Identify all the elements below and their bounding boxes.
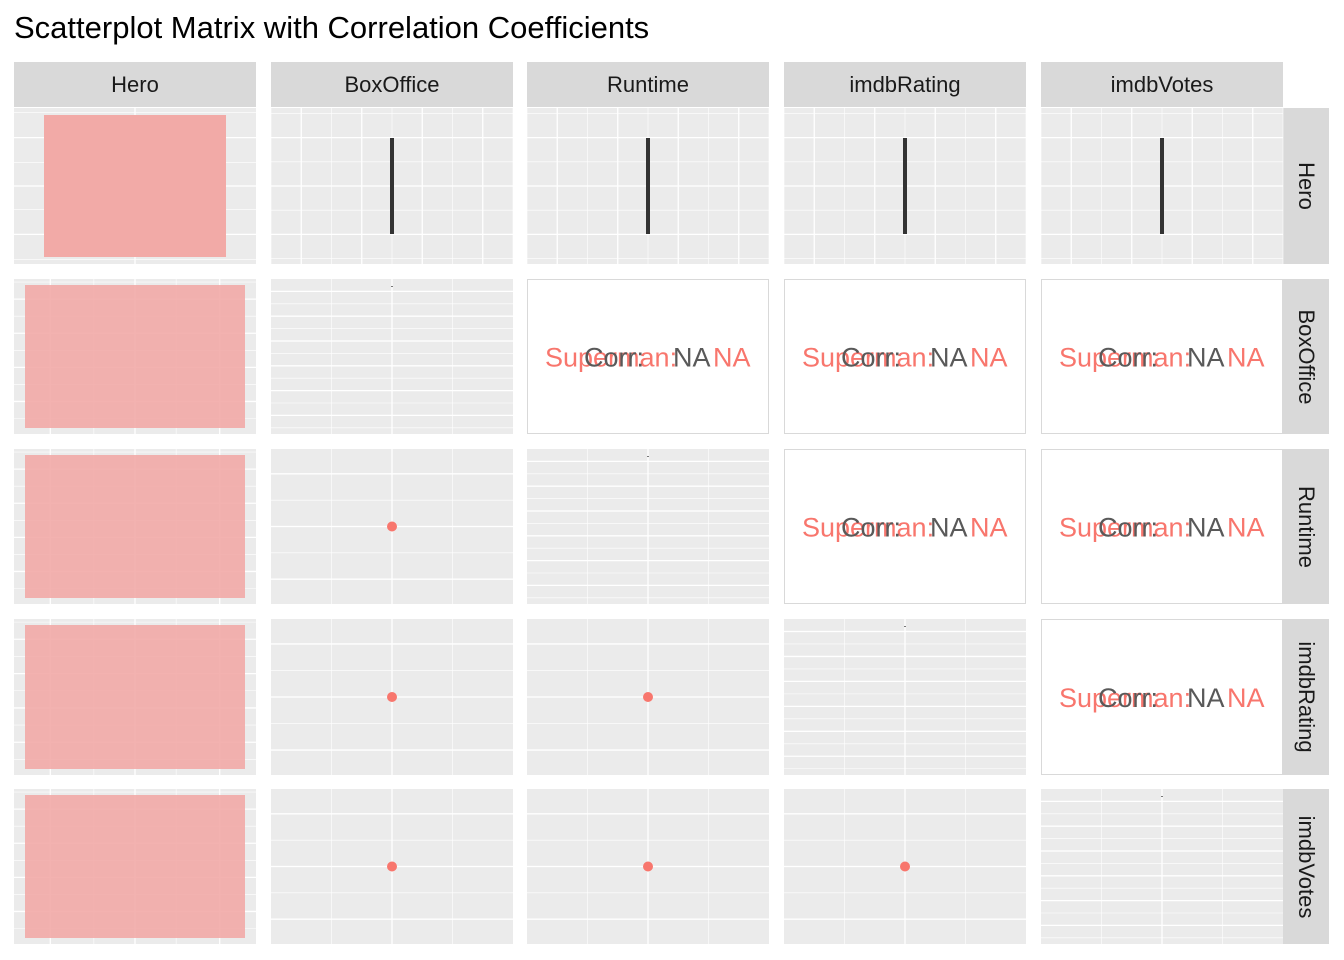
corr-group-value: NA	[1227, 343, 1265, 373]
histogram-bar-superman	[25, 625, 245, 769]
corr-overall-label: Corr:	[1098, 343, 1158, 373]
scatter-point-superman	[900, 861, 910, 872]
col-strip-imdbrating: imdbRating	[784, 62, 1026, 107]
col-strip-imdbvotes: imdbVotes	[1041, 62, 1283, 107]
corr-overall-value: NA	[1187, 683, 1225, 713]
corr-panel	[784, 449, 1026, 604]
corr-group-value: NA	[1227, 513, 1265, 543]
histogram-bar-superman	[25, 455, 245, 598]
corr-overall-label: Corr:	[841, 513, 901, 543]
corr-group-value: NA	[1227, 683, 1265, 713]
corr-overall-label: Corr:	[841, 343, 901, 373]
corr-panel	[1041, 619, 1283, 775]
row-strip-imdbvotes: imdbVotes	[1283, 789, 1329, 944]
corr-panel	[527, 279, 769, 434]
row-strip-runtime: Runtime	[1283, 449, 1329, 604]
row-strip-hero: Hero	[1283, 108, 1329, 264]
corr-overall-value: NA	[1187, 513, 1225, 543]
corr-overall-label: Corr:	[1098, 683, 1158, 713]
bar-superman	[44, 115, 226, 257]
corr-overall-value: NA	[930, 343, 968, 373]
col-strip-runtime: Runtime	[527, 62, 769, 107]
corr-panel	[1041, 449, 1283, 604]
corr-group-label: Superman:	[1059, 343, 1191, 373]
histogram-bar-superman	[25, 795, 245, 938]
corr-panel	[784, 279, 1026, 434]
corr-group-label: Superman:	[1059, 513, 1191, 543]
corr-group-value: NA	[970, 513, 1008, 543]
corr-overall-value: NA	[930, 513, 968, 543]
corr-group-value: NA	[970, 343, 1008, 373]
scatter-point-superman	[643, 692, 653, 702]
corr-group-label: Superman:	[802, 343, 934, 373]
col-strip-boxoffice: BoxOffice	[271, 62, 513, 107]
corr-group-label: Superman:	[1059, 683, 1191, 713]
corr-panel	[1041, 279, 1283, 434]
corr-overall-label: Corr:	[1098, 513, 1158, 543]
corr-overall-value: NA	[673, 343, 711, 373]
chart-title: Scatterplot Matrix with Correlation Coef…	[14, 10, 650, 45]
scatter-point-superman	[387, 521, 397, 532]
corr-overall-label: Corr:	[584, 343, 644, 373]
corr-group-value: NA	[713, 343, 751, 373]
histogram-bar-superman	[25, 285, 245, 428]
corr-group-label: Superman:	[545, 343, 677, 373]
scatter-point-superman	[643, 861, 653, 872]
row-strip-imdbrating: imdbRating	[1283, 619, 1329, 775]
corr-overall-value: NA	[1187, 343, 1225, 373]
scatter-point-superman	[387, 861, 397, 872]
row-strip-boxoffice: BoxOffice	[1283, 279, 1329, 434]
corr-group-label: Superman:	[802, 513, 934, 543]
col-strip-hero: Hero	[14, 62, 256, 107]
scatter-point-superman	[387, 692, 397, 702]
